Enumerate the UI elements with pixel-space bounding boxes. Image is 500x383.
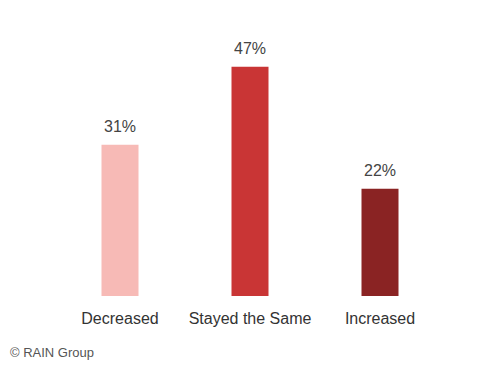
svg-text:Decreased: Decreased xyxy=(81,310,158,327)
svg-text:47%: 47% xyxy=(234,40,266,57)
svg-text:31%: 31% xyxy=(104,118,136,135)
svg-text:22%: 22% xyxy=(364,162,396,179)
svg-text:Stayed the Same: Stayed the Same xyxy=(189,310,312,327)
svg-text:Increased: Increased xyxy=(345,310,415,327)
svg-text:© RAIN Group: © RAIN Group xyxy=(10,345,94,360)
